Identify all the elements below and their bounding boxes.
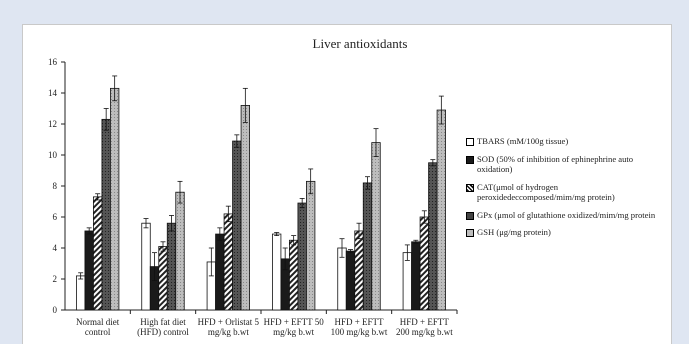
x-tick-label: HFD + Orlistat 5 [198, 317, 260, 327]
bar [175, 191, 185, 311]
legend-label-line: SOD (50% of inhibition of ephinephrine a… [477, 153, 634, 164]
y-tick-label: 6 [53, 212, 58, 222]
legend-label: TBARS (mM/100g tissue) [477, 136, 678, 147]
x-tick-label: HFD + EFTT [334, 317, 384, 327]
x-tick-label: control [85, 327, 111, 337]
bar [362, 182, 373, 311]
bar [345, 250, 356, 311]
bar [76, 275, 86, 311]
bar [306, 180, 316, 311]
legend-label-line: CAT(μmol of hydrogen [477, 181, 558, 192]
legend-label-line: TBARS (mM/100g tissue) [477, 136, 569, 146]
x-tick-label: mg/kg b.wt [208, 327, 250, 337]
x-tick-label: HFD + EFTT 50 [264, 317, 325, 327]
bar [240, 105, 250, 311]
bar [223, 213, 233, 311]
legend-label: SOD (50% of inhibition of ephinephrine a… [477, 154, 678, 175]
y-tick-label: 12 [48, 119, 57, 129]
legend-swatch [466, 138, 474, 146]
x-tick-label: 200 mg/kg b.wt [396, 327, 453, 337]
legend-swatch [466, 211, 474, 220]
x-tick-label: mg/kg b.wt [273, 327, 315, 337]
legend-swatch [466, 183, 474, 192]
bar [272, 233, 282, 311]
bar [371, 142, 381, 311]
y-tick-label: 8 [53, 181, 58, 191]
legend-item: GPx (μmol of glutathione oxidized/mim/mg… [466, 210, 678, 221]
x-tick-label: High fat diet [140, 317, 186, 327]
bar [166, 222, 177, 311]
legend-label-line: peroxidedeccomposed/mim/mg protein) [477, 192, 615, 202]
bar [93, 196, 103, 311]
x-tick-label: Normal diet [76, 317, 120, 327]
bar [141, 222, 151, 311]
y-tick-label: 2 [53, 274, 58, 284]
x-tick-label: 100 mg/kg b.wt [331, 327, 388, 337]
y-tick-label: 10 [48, 150, 58, 160]
y-tick-label: 16 [48, 57, 58, 67]
x-tick-label: (HFD) control [137, 327, 189, 337]
bar [402, 252, 412, 311]
legend-label-line: GSH (μg/mg protein) [477, 227, 551, 237]
chart-legend: TBARS (mM/100g tissue) SOD (50% of inhibi… [466, 136, 678, 245]
bar [84, 230, 94, 311]
y-tick-label: 4 [53, 243, 58, 253]
bar [101, 118, 111, 311]
bar [289, 239, 299, 311]
legend-swatch [466, 155, 474, 164]
y-tick-label: 0 [53, 305, 58, 315]
bar [428, 162, 438, 311]
chart-title: Liver antioxidants [312, 36, 408, 51]
bar [436, 109, 446, 311]
bar [411, 241, 421, 311]
legend-item: SOD (50% of inhibition of ephinephrine a… [466, 154, 678, 175]
legend-label-line: oxidation) [477, 164, 513, 174]
x-tick-label: HFD + EFTT [400, 317, 450, 327]
bar [354, 230, 364, 311]
legend-item: GSH (μg/mg protein) [466, 227, 678, 238]
bar [110, 87, 120, 311]
bar [158, 246, 168, 311]
y-tick-label: 14 [48, 88, 58, 98]
legend-label: GSH (μg/mg protein) [477, 227, 678, 238]
legend-label: CAT(μmol of hydrogen peroxidedeccomposed/… [477, 182, 678, 203]
bar [232, 140, 242, 311]
legend-label: GPx (μmol of glutathione oxidized/mim/mg… [477, 210, 678, 221]
bar [297, 202, 307, 311]
legend-swatch [466, 229, 474, 237]
legend-item: TBARS (mM/100g tissue) [466, 136, 678, 147]
bar [419, 216, 429, 311]
legend-label-line: GPx (μmol of glutathione oxidized/mim/mg… [477, 209, 656, 220]
bar [215, 233, 225, 311]
legend-item: CAT(μmol of hydrogen peroxidedeccomposed/… [466, 182, 678, 203]
